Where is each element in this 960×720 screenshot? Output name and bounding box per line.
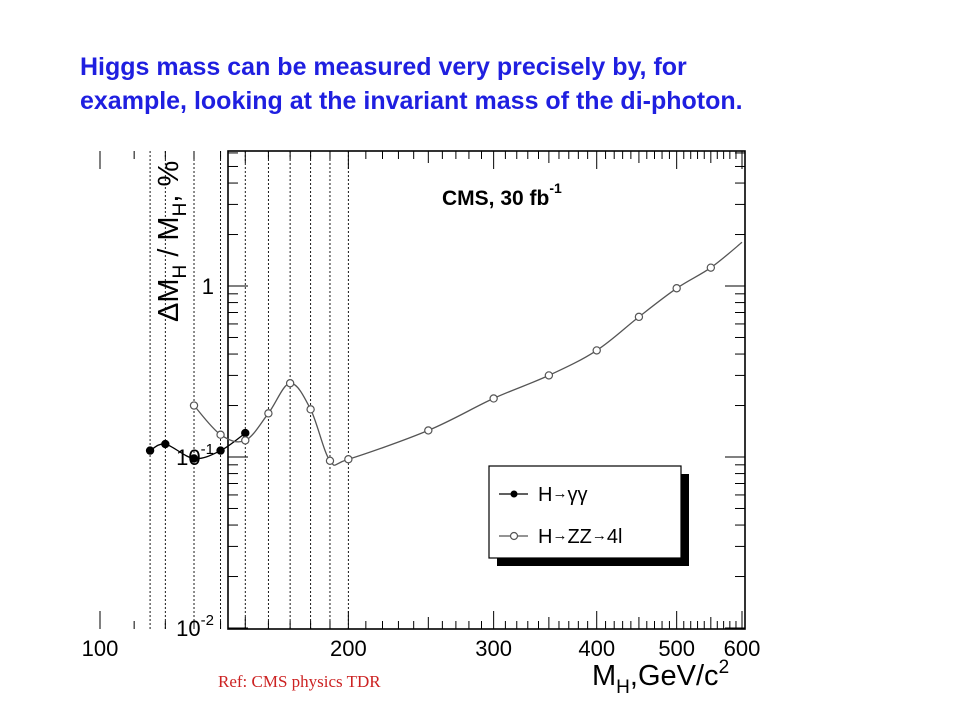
plot-frame xyxy=(227,150,746,630)
data-point xyxy=(264,409,273,418)
data-point xyxy=(189,454,199,463)
data-point xyxy=(706,263,716,272)
y-axis-title: ΔMH / MH, % xyxy=(153,161,191,322)
axis-ticks xyxy=(99,151,745,629)
x-tick-label-400: 400 xyxy=(578,636,615,661)
series-points xyxy=(145,263,716,466)
legend-label-hzz: H→ZZ→4l xyxy=(538,526,622,548)
x-axis-title: MH,GeV/c2 xyxy=(592,657,729,698)
x-tick-label-500: 500 xyxy=(658,636,695,661)
legend-box xyxy=(488,465,682,559)
data-point xyxy=(241,428,250,438)
data-point xyxy=(325,456,335,466)
cms-annotation: CMS, 30 fb-1 xyxy=(442,180,562,210)
x-tick-label-200: 200 xyxy=(330,636,367,661)
data-point xyxy=(344,455,353,464)
reference-note: Ref: CMS physics TDR xyxy=(218,672,381,691)
legend-label-hgg: H→γγ xyxy=(538,484,587,506)
data-point xyxy=(672,284,681,293)
series-line-1 xyxy=(193,241,743,466)
slide-title-line-1: Higgs mass can be measured very precisel… xyxy=(80,53,687,81)
data-point xyxy=(189,401,199,410)
legend: H→γγ H→ZZ→4l xyxy=(488,465,689,566)
data-point xyxy=(216,430,225,439)
data-point xyxy=(161,439,170,449)
x-tick-label-600: 600 xyxy=(724,636,761,661)
data-point xyxy=(285,379,295,388)
x-tick-label-300: 300 xyxy=(475,636,512,661)
legend-marker-hzz xyxy=(509,531,519,541)
data-point xyxy=(145,446,155,455)
legend-marker-hgg xyxy=(510,490,518,498)
data-point xyxy=(424,426,433,435)
data-point xyxy=(489,394,498,403)
data-point xyxy=(544,371,554,380)
data-point xyxy=(241,436,250,445)
data-point xyxy=(216,446,225,455)
y-tick-label-0.01: 10-2 xyxy=(176,612,214,641)
data-point xyxy=(592,346,601,355)
y-tick-label-1: 1 xyxy=(202,274,214,299)
x-tick-label-100: 100 xyxy=(82,636,119,661)
slide-title-line-2: example, looking at the invariant mass o… xyxy=(80,87,743,115)
data-point xyxy=(634,312,644,322)
slide-title: Higgs mass can be measured very precisel… xyxy=(80,50,920,118)
data-point xyxy=(306,405,315,414)
series-curves xyxy=(149,241,743,466)
